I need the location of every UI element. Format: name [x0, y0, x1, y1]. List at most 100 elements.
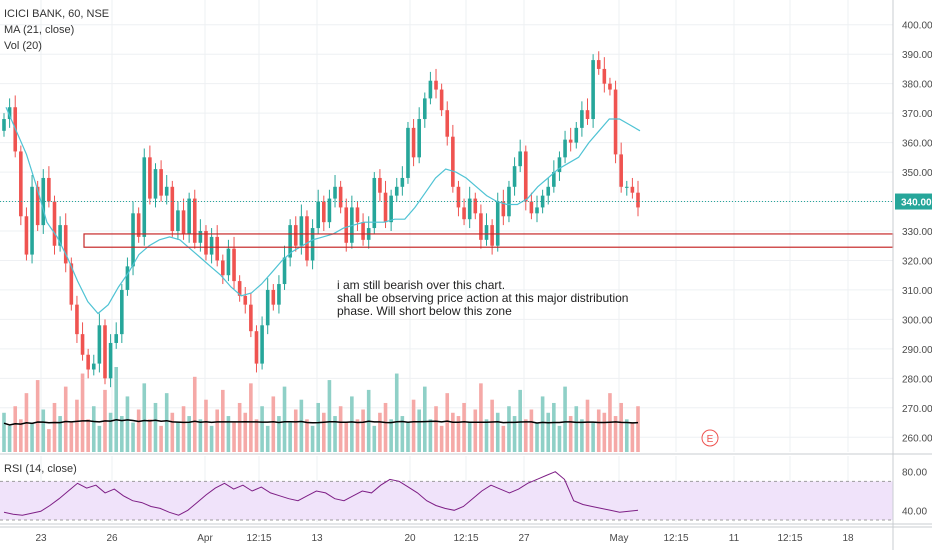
- candle: [439, 83, 444, 117]
- candle-body: [535, 207, 539, 214]
- candle-body: [125, 266, 130, 290]
- volume-bar: [378, 412, 382, 452]
- candle-body: [226, 248, 231, 276]
- candle: [310, 219, 315, 270]
- candle-body: [591, 60, 595, 120]
- candle: [249, 292, 253, 338]
- candle-body: [47, 177, 51, 202]
- volume-bar: [467, 422, 472, 452]
- candle: [366, 216, 371, 249]
- volume-bar: [613, 416, 618, 452]
- candle-body: [243, 295, 248, 305]
- candle-body: [361, 222, 365, 240]
- chart-legend: ICICI BANK, 60, NSE MA (21, close) Vol (…: [4, 6, 109, 54]
- volume-bar: [80, 373, 85, 452]
- volume-ma-line: [3, 419, 639, 426]
- volume-bar: [406, 422, 410, 452]
- rsi-tick-label: 80.00: [902, 468, 927, 479]
- candle-body: [434, 80, 438, 90]
- time-tick-label: 12:15: [777, 533, 802, 544]
- candle-body: [473, 198, 478, 214]
- volume-bar: [41, 409, 46, 452]
- volume-bar: [305, 419, 309, 452]
- candle: [540, 189, 545, 214]
- candle-body: [563, 139, 567, 158]
- candle-body: [596, 60, 601, 69]
- candle-body: [142, 157, 147, 237]
- volume-bar: [574, 406, 579, 452]
- time-tick-label: 27: [518, 533, 530, 544]
- candle-body: [305, 216, 309, 261]
- candle-body: [170, 186, 175, 231]
- candle-body: [400, 177, 405, 187]
- candle-body: [131, 213, 135, 267]
- volume-bar: [2, 412, 6, 452]
- volume-bar: [63, 386, 68, 452]
- candle-body: [265, 289, 270, 326]
- candle: [265, 278, 270, 335]
- candle: [636, 180, 640, 217]
- price-tick-label: 260.00: [902, 433, 932, 444]
- volume-bar: [473, 409, 478, 452]
- volume-bar: [265, 425, 270, 452]
- candle-body: [619, 154, 623, 187]
- volume-bar: [636, 406, 640, 452]
- candle: [467, 186, 472, 229]
- rsi-band: [0, 481, 893, 520]
- event-marker[interactable]: E: [701, 429, 719, 447]
- candle: [108, 334, 113, 388]
- last-price-badge: 340.00: [895, 193, 932, 210]
- candle-body: [69, 263, 74, 305]
- candle-body: [136, 213, 141, 237]
- volume-bar: [226, 416, 231, 452]
- candle-body: [254, 331, 259, 364]
- candle: [215, 225, 220, 267]
- candle-body: [552, 172, 556, 187]
- candle: [557, 151, 562, 181]
- rsi-label[interactable]: RSI (14, close): [4, 463, 77, 475]
- candle: [80, 322, 85, 361]
- candle-body: [288, 225, 292, 258]
- candle: [613, 80, 618, 164]
- candle: [153, 163, 158, 208]
- ma-label[interactable]: MA (21, close): [4, 24, 75, 36]
- candle-body: [63, 225, 68, 264]
- volume-bar: [507, 406, 511, 452]
- candle: [103, 319, 107, 385]
- symbol-label[interactable]: ICICI BANK, 60, NSE: [4, 8, 110, 20]
- candle: [243, 286, 248, 314]
- volume-bar: [52, 402, 57, 452]
- candle-body: [518, 151, 522, 167]
- candle: [619, 142, 623, 193]
- time-tick-label: 26: [106, 533, 118, 544]
- candle-body: [19, 151, 23, 217]
- candle-body: [120, 289, 124, 335]
- candle-body: [232, 248, 236, 282]
- candle-body: [215, 236, 220, 261]
- candle-body: [198, 231, 203, 243]
- volume-bar: [462, 402, 466, 452]
- candle: [159, 160, 163, 202]
- time-tick-label: 18: [842, 533, 854, 544]
- candle: [192, 189, 197, 249]
- candle-body: [7, 107, 12, 120]
- candle: [400, 166, 405, 196]
- candle: [75, 295, 79, 343]
- volume-bar: [13, 406, 18, 452]
- candle-body: [299, 216, 304, 246]
- volume-bar: [585, 399, 590, 452]
- candle: [568, 127, 573, 152]
- candle: [164, 175, 169, 205]
- vol-label[interactable]: Vol (20): [4, 40, 42, 52]
- candle-body: [529, 201, 534, 214]
- candle-body: [322, 201, 326, 223]
- candle-body: [389, 195, 393, 223]
- annotation-text[interactable]: i am still bearish over this chart. shal…: [337, 279, 628, 318]
- candle: [86, 348, 90, 379]
- candle-body: [546, 186, 551, 196]
- candle: [473, 192, 478, 220]
- candle: [271, 284, 276, 311]
- volume-bar: [518, 389, 522, 452]
- volume-bar: [355, 419, 360, 452]
